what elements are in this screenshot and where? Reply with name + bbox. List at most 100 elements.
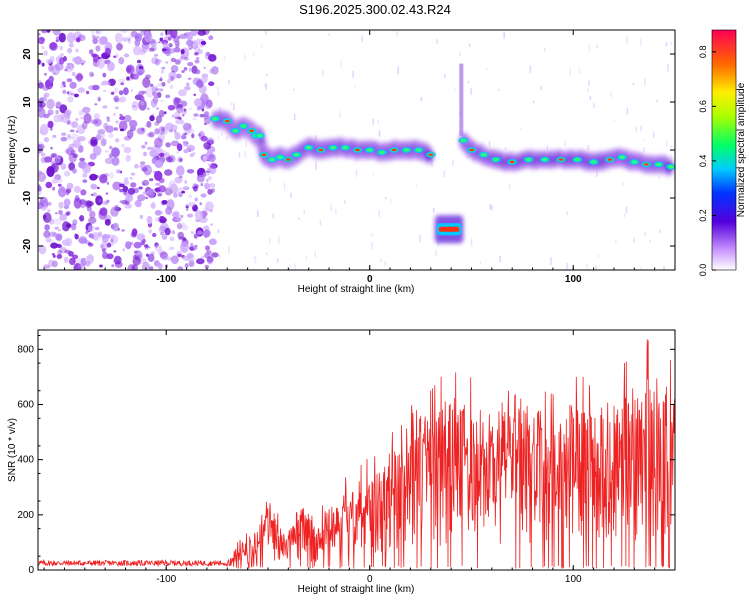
faint-dot	[667, 63, 669, 72]
noise-dot	[107, 61, 115, 72]
noise-dot	[159, 88, 164, 92]
noise-dot	[91, 119, 99, 125]
noise-dot	[131, 228, 138, 237]
noise-dot	[113, 127, 118, 131]
noise-dot	[154, 58, 160, 66]
faint-dot	[670, 154, 673, 162]
noise-dot	[172, 211, 180, 218]
noise-dot	[183, 108, 187, 112]
noise-dot	[180, 135, 187, 140]
noise-dot	[179, 58, 183, 62]
noise-dot	[196, 174, 205, 183]
noise-dot	[52, 30, 61, 36]
noise-dot	[123, 146, 132, 154]
faint-dot	[219, 107, 221, 112]
noise-dot	[111, 147, 120, 158]
noise-dot	[38, 144, 43, 154]
noise-dot	[38, 82, 44, 89]
noise-dot	[170, 57, 176, 63]
faint-dot	[635, 126, 638, 133]
noise-dot	[147, 107, 150, 110]
faint-dot	[352, 70, 354, 78]
faint-dot	[265, 31, 267, 35]
faint-dot	[486, 68, 488, 71]
faint-dot	[377, 119, 380, 125]
faint-dot	[633, 238, 635, 243]
noise-dot	[186, 31, 193, 41]
noise-dot	[43, 230, 51, 238]
noise-dot	[140, 100, 145, 106]
y-tick-label: -20	[22, 238, 33, 253]
faint-dot	[452, 159, 454, 166]
faint-dot	[228, 80, 230, 84]
noise-dot	[70, 223, 77, 231]
noise-dot	[154, 217, 161, 222]
noise-dot	[39, 101, 46, 108]
noise-dot	[69, 129, 75, 133]
noise-dot	[105, 199, 110, 204]
noise-dot	[156, 92, 162, 98]
noise-dot	[75, 37, 81, 43]
noise-dot	[211, 188, 216, 193]
noise-dot	[196, 79, 204, 88]
ridge-peak	[261, 153, 267, 156]
colorbar-tick-label: 0.0	[698, 264, 708, 277]
noise-dot	[161, 66, 166, 70]
faint-dot	[626, 36, 628, 44]
noise-dot	[173, 192, 178, 198]
noise-dot	[52, 72, 56, 75]
noise-dot	[194, 52, 199, 56]
faint-dot	[372, 172, 374, 176]
noise-dot	[184, 56, 189, 61]
noise-dot	[88, 85, 97, 91]
ridge-core	[667, 165, 674, 169]
noise-dot	[65, 63, 74, 73]
noise-dot	[132, 256, 141, 266]
faint-dot	[283, 182, 286, 191]
spike	[459, 63, 464, 136]
noise-dot	[174, 59, 181, 65]
noise-dot	[118, 57, 125, 65]
noise-dot	[99, 207, 108, 216]
noise-dot	[115, 53, 119, 58]
noise-dot	[146, 215, 153, 225]
faint-dot	[566, 211, 568, 216]
noise-dot	[114, 32, 123, 44]
faint-dot	[244, 150, 246, 158]
noise-dot	[154, 54, 159, 57]
noise-dot	[118, 120, 128, 132]
noise-dot	[73, 93, 79, 98]
noise-dot	[186, 169, 195, 174]
noise-dot	[68, 42, 74, 48]
noise-dot	[206, 178, 209, 183]
noise-dot	[89, 210, 96, 219]
noise-dot	[204, 264, 209, 269]
noise-dot	[89, 71, 94, 78]
faint-dot	[372, 118, 374, 125]
ridge-core	[269, 157, 275, 162]
noise-dot	[146, 132, 154, 137]
noise-dot	[203, 98, 213, 110]
noise-dot	[181, 224, 189, 231]
x-tick-label: 100	[565, 574, 582, 585]
faint-dot	[315, 161, 317, 170]
noise-dot	[47, 120, 54, 129]
noise-dot	[172, 210, 180, 220]
noise-dot	[155, 182, 161, 186]
noise-dot	[137, 59, 142, 64]
noise-dot	[146, 146, 153, 151]
faint-dot	[588, 79, 590, 87]
faint-dot	[665, 42, 668, 47]
ridge-core	[480, 153, 487, 157]
noise-dot	[160, 126, 168, 136]
faint-dot	[276, 258, 279, 263]
noise-dot	[54, 226, 59, 230]
noise-dot	[113, 112, 116, 117]
noise-dot	[60, 84, 64, 89]
noise-dot	[90, 256, 95, 260]
noise-dot	[51, 178, 59, 184]
noise-dot	[59, 213, 68, 221]
noise-dot	[74, 233, 78, 238]
faint-dot	[508, 183, 511, 190]
